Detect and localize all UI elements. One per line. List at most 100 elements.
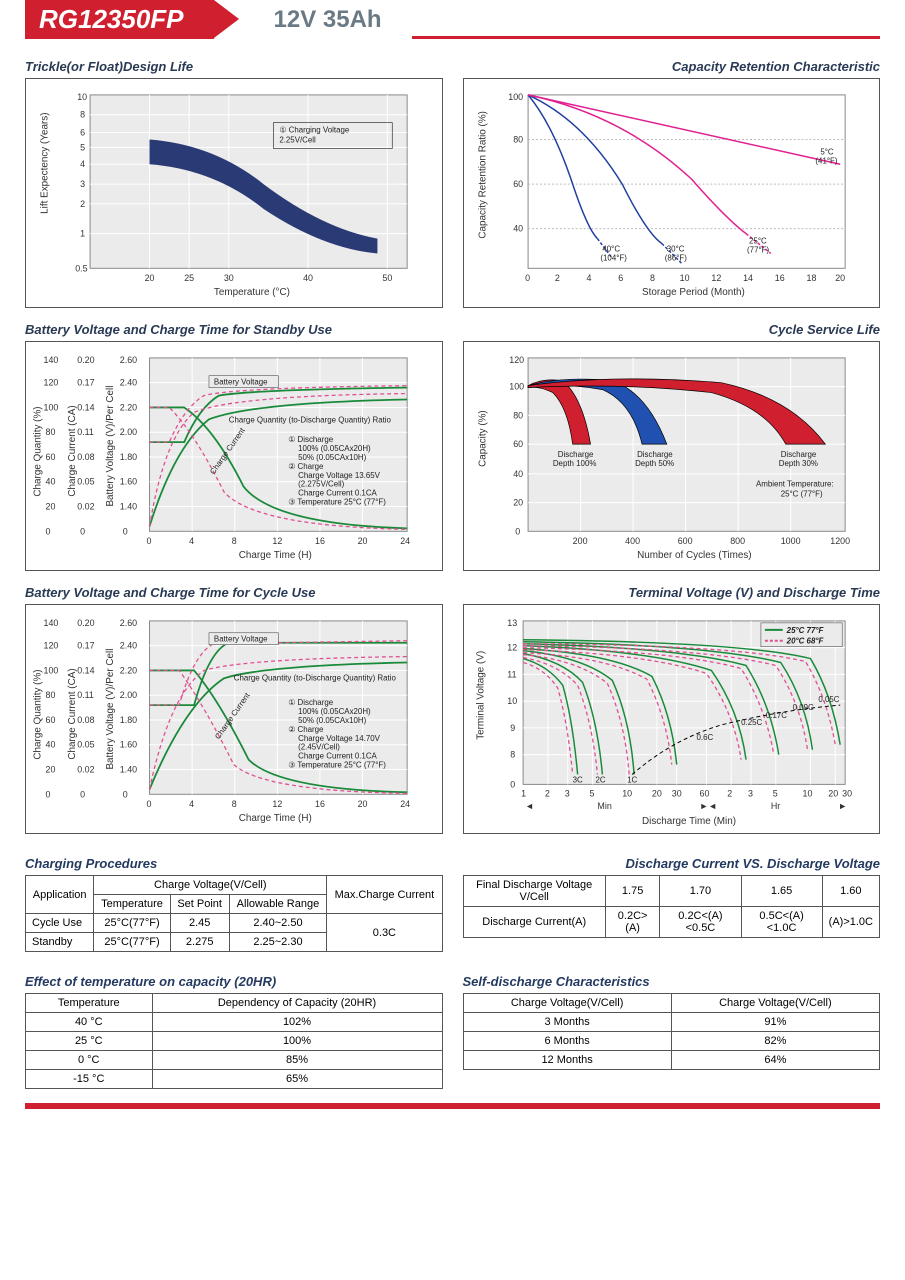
svg-text:2.40: 2.40 — [120, 378, 137, 388]
svg-text:8: 8 — [649, 273, 654, 283]
svg-text:0.5: 0.5 — [75, 263, 87, 273]
svg-text:Depth 30%: Depth 30% — [778, 459, 817, 468]
svg-text:100: 100 — [508, 92, 523, 102]
svg-text:800: 800 — [730, 536, 745, 546]
svg-text:400: 400 — [625, 536, 640, 546]
temp-effect-title: Effect of temperature on capacity (20HR) — [25, 974, 443, 989]
svg-text:0.17: 0.17 — [77, 641, 94, 651]
chart5-title: Battery Voltage and Charge Time for Cycl… — [25, 585, 443, 600]
svg-text:Charge Time (H): Charge Time (H) — [239, 550, 312, 561]
svg-text:20: 20 — [651, 788, 661, 798]
svg-text:2: 2 — [544, 788, 549, 798]
svg-text:0: 0 — [80, 789, 85, 799]
svg-text:Charge Current 0.1CA: Charge Current 0.1CA — [298, 489, 377, 498]
svg-text:2.20: 2.20 — [120, 402, 137, 412]
svg-text:25°C (77°F): 25°C (77°F) — [780, 490, 822, 499]
svg-text:0: 0 — [45, 789, 50, 799]
svg-text:30°C: 30°C — [666, 244, 684, 253]
svg-text:4: 4 — [189, 536, 194, 546]
svg-text:Temperature (°C): Temperature (°C) — [214, 287, 290, 298]
temperature-capacity-table: TemperatureDependency of Capacity (20HR)… — [25, 993, 443, 1089]
svg-text:1.60: 1.60 — [120, 477, 137, 487]
table-header: Application — [26, 876, 94, 914]
svg-text:4: 4 — [586, 273, 591, 283]
chart1-title: Trickle(or Float)Design Life — [25, 59, 443, 74]
svg-text:0.20: 0.20 — [77, 355, 94, 365]
svg-text:25: 25 — [184, 273, 194, 283]
table-header: Charge Voltage(V/Cell) — [463, 994, 671, 1013]
svg-text:►: ► — [838, 801, 847, 811]
standby-charge-chart: Battery Voltage Charge Quantity (to-Disc… — [25, 341, 443, 571]
svg-text:6: 6 — [80, 128, 85, 138]
svg-text:16: 16 — [315, 799, 325, 809]
svg-text:100% (0.05CAx20H): 100% (0.05CAx20H) — [298, 444, 371, 453]
svg-text:1.40: 1.40 — [120, 502, 137, 512]
svg-text:1.40: 1.40 — [120, 765, 137, 775]
svg-text:30: 30 — [842, 788, 852, 798]
svg-text:③ Temperature 25°C (77°F): ③ Temperature 25°C (77°F) — [288, 761, 386, 770]
svg-text:100% (0.05CAx20H): 100% (0.05CAx20H) — [298, 707, 371, 716]
svg-text:10: 10 — [77, 92, 87, 102]
footer-bar — [25, 1103, 880, 1109]
svg-text:③ Temperature 25°C (77°F): ③ Temperature 25°C (77°F) — [288, 498, 386, 507]
table-header: Temperature — [26, 994, 153, 1013]
svg-text:Charge Voltage 13.65V: Charge Voltage 13.65V — [298, 471, 380, 480]
svg-text:0.09C: 0.09C — [792, 703, 813, 712]
svg-text:0.05C: 0.05C — [818, 695, 839, 704]
svg-text:10: 10 — [622, 788, 632, 798]
svg-text:20: 20 — [45, 765, 55, 775]
svg-text:Discharge Time (Min): Discharge Time (Min) — [642, 816, 736, 827]
svg-text:8: 8 — [510, 750, 515, 760]
svg-text:0.08: 0.08 — [77, 715, 94, 725]
svg-text:0: 0 — [123, 526, 128, 536]
svg-text:6: 6 — [618, 273, 623, 283]
svg-text:Capacity Retention Ratio (%): Capacity Retention Ratio (%) — [477, 111, 488, 239]
svg-text:24: 24 — [400, 799, 410, 809]
self-discharge-table: Charge Voltage(V/Cell)Charge Voltage(V/C… — [463, 993, 881, 1070]
svg-text:20: 20 — [358, 799, 368, 809]
table-row: 3 Months91% — [463, 1013, 880, 1032]
table-header: Dependency of Capacity (20HR) — [152, 994, 442, 1013]
svg-text:20°C 68°F: 20°C 68°F — [785, 637, 823, 646]
svg-text:60: 60 — [513, 439, 523, 449]
svg-text:20: 20 — [828, 788, 838, 798]
svg-text:0: 0 — [510, 779, 515, 789]
svg-text:60: 60 — [45, 452, 55, 462]
svg-text:25°C 77°F: 25°C 77°F — [785, 626, 823, 635]
chart4-title: Cycle Service Life — [463, 322, 881, 337]
svg-text:0.02: 0.02 — [77, 765, 94, 775]
svg-text:Charge Quantity (to-Discharge: Charge Quantity (to-Discharge Quantity) … — [229, 415, 392, 424]
capacity-retention-chart: 40°C(104°F) 30°C(86°F) 25°C(77°F) 5°C(41… — [463, 78, 881, 308]
svg-text:120: 120 — [44, 641, 59, 651]
voltage-capacity-spec: 12V 35Ah — [274, 6, 382, 34]
page-header: RG12350FP 12V 35Ah — [25, 0, 880, 39]
svg-text:►◄: ►◄ — [699, 801, 717, 811]
svg-text:0: 0 — [525, 273, 530, 283]
svg-text:1.60: 1.60 — [120, 740, 137, 750]
svg-text:13: 13 — [507, 618, 517, 628]
discharge-current-title: Discharge Current VS. Discharge Voltage — [463, 856, 881, 871]
svg-text:(2.45V/Cell): (2.45V/Cell) — [298, 743, 340, 752]
svg-text:Battery Voltage: Battery Voltage — [214, 378, 268, 387]
svg-text:2.60: 2.60 — [120, 355, 137, 365]
svg-text:10: 10 — [679, 273, 689, 283]
charging-procedures-title: Charging Procedures — [25, 856, 443, 871]
svg-text:2.00: 2.00 — [120, 427, 137, 437]
svg-text:4: 4 — [80, 159, 85, 169]
svg-text:40: 40 — [45, 477, 55, 487]
svg-text:100: 100 — [44, 665, 59, 675]
svg-text:0.11: 0.11 — [77, 427, 94, 437]
table-row: 25 °C100% — [26, 1032, 443, 1051]
svg-text:Charge Time (H): Charge Time (H) — [239, 813, 312, 824]
self-discharge-title: Self-discharge Characteristics — [463, 974, 881, 989]
svg-text:80: 80 — [513, 410, 523, 420]
svg-text:3C: 3C — [572, 775, 582, 784]
svg-text:0.14: 0.14 — [77, 402, 94, 412]
svg-text:(104°F): (104°F) — [600, 253, 627, 262]
svg-text:Battery Voltage (V)/Per Cell: Battery Voltage (V)/Per Cell — [105, 386, 116, 507]
table-row: Cycle Use 25°C(77°F) 2.45 2.40~2.50 0.3C — [26, 914, 443, 933]
svg-text:0.11: 0.11 — [77, 690, 94, 700]
svg-text:50% (0.05CAx10H): 50% (0.05CAx10H) — [298, 453, 366, 462]
svg-text:80: 80 — [45, 690, 55, 700]
svg-text:10: 10 — [507, 696, 517, 706]
